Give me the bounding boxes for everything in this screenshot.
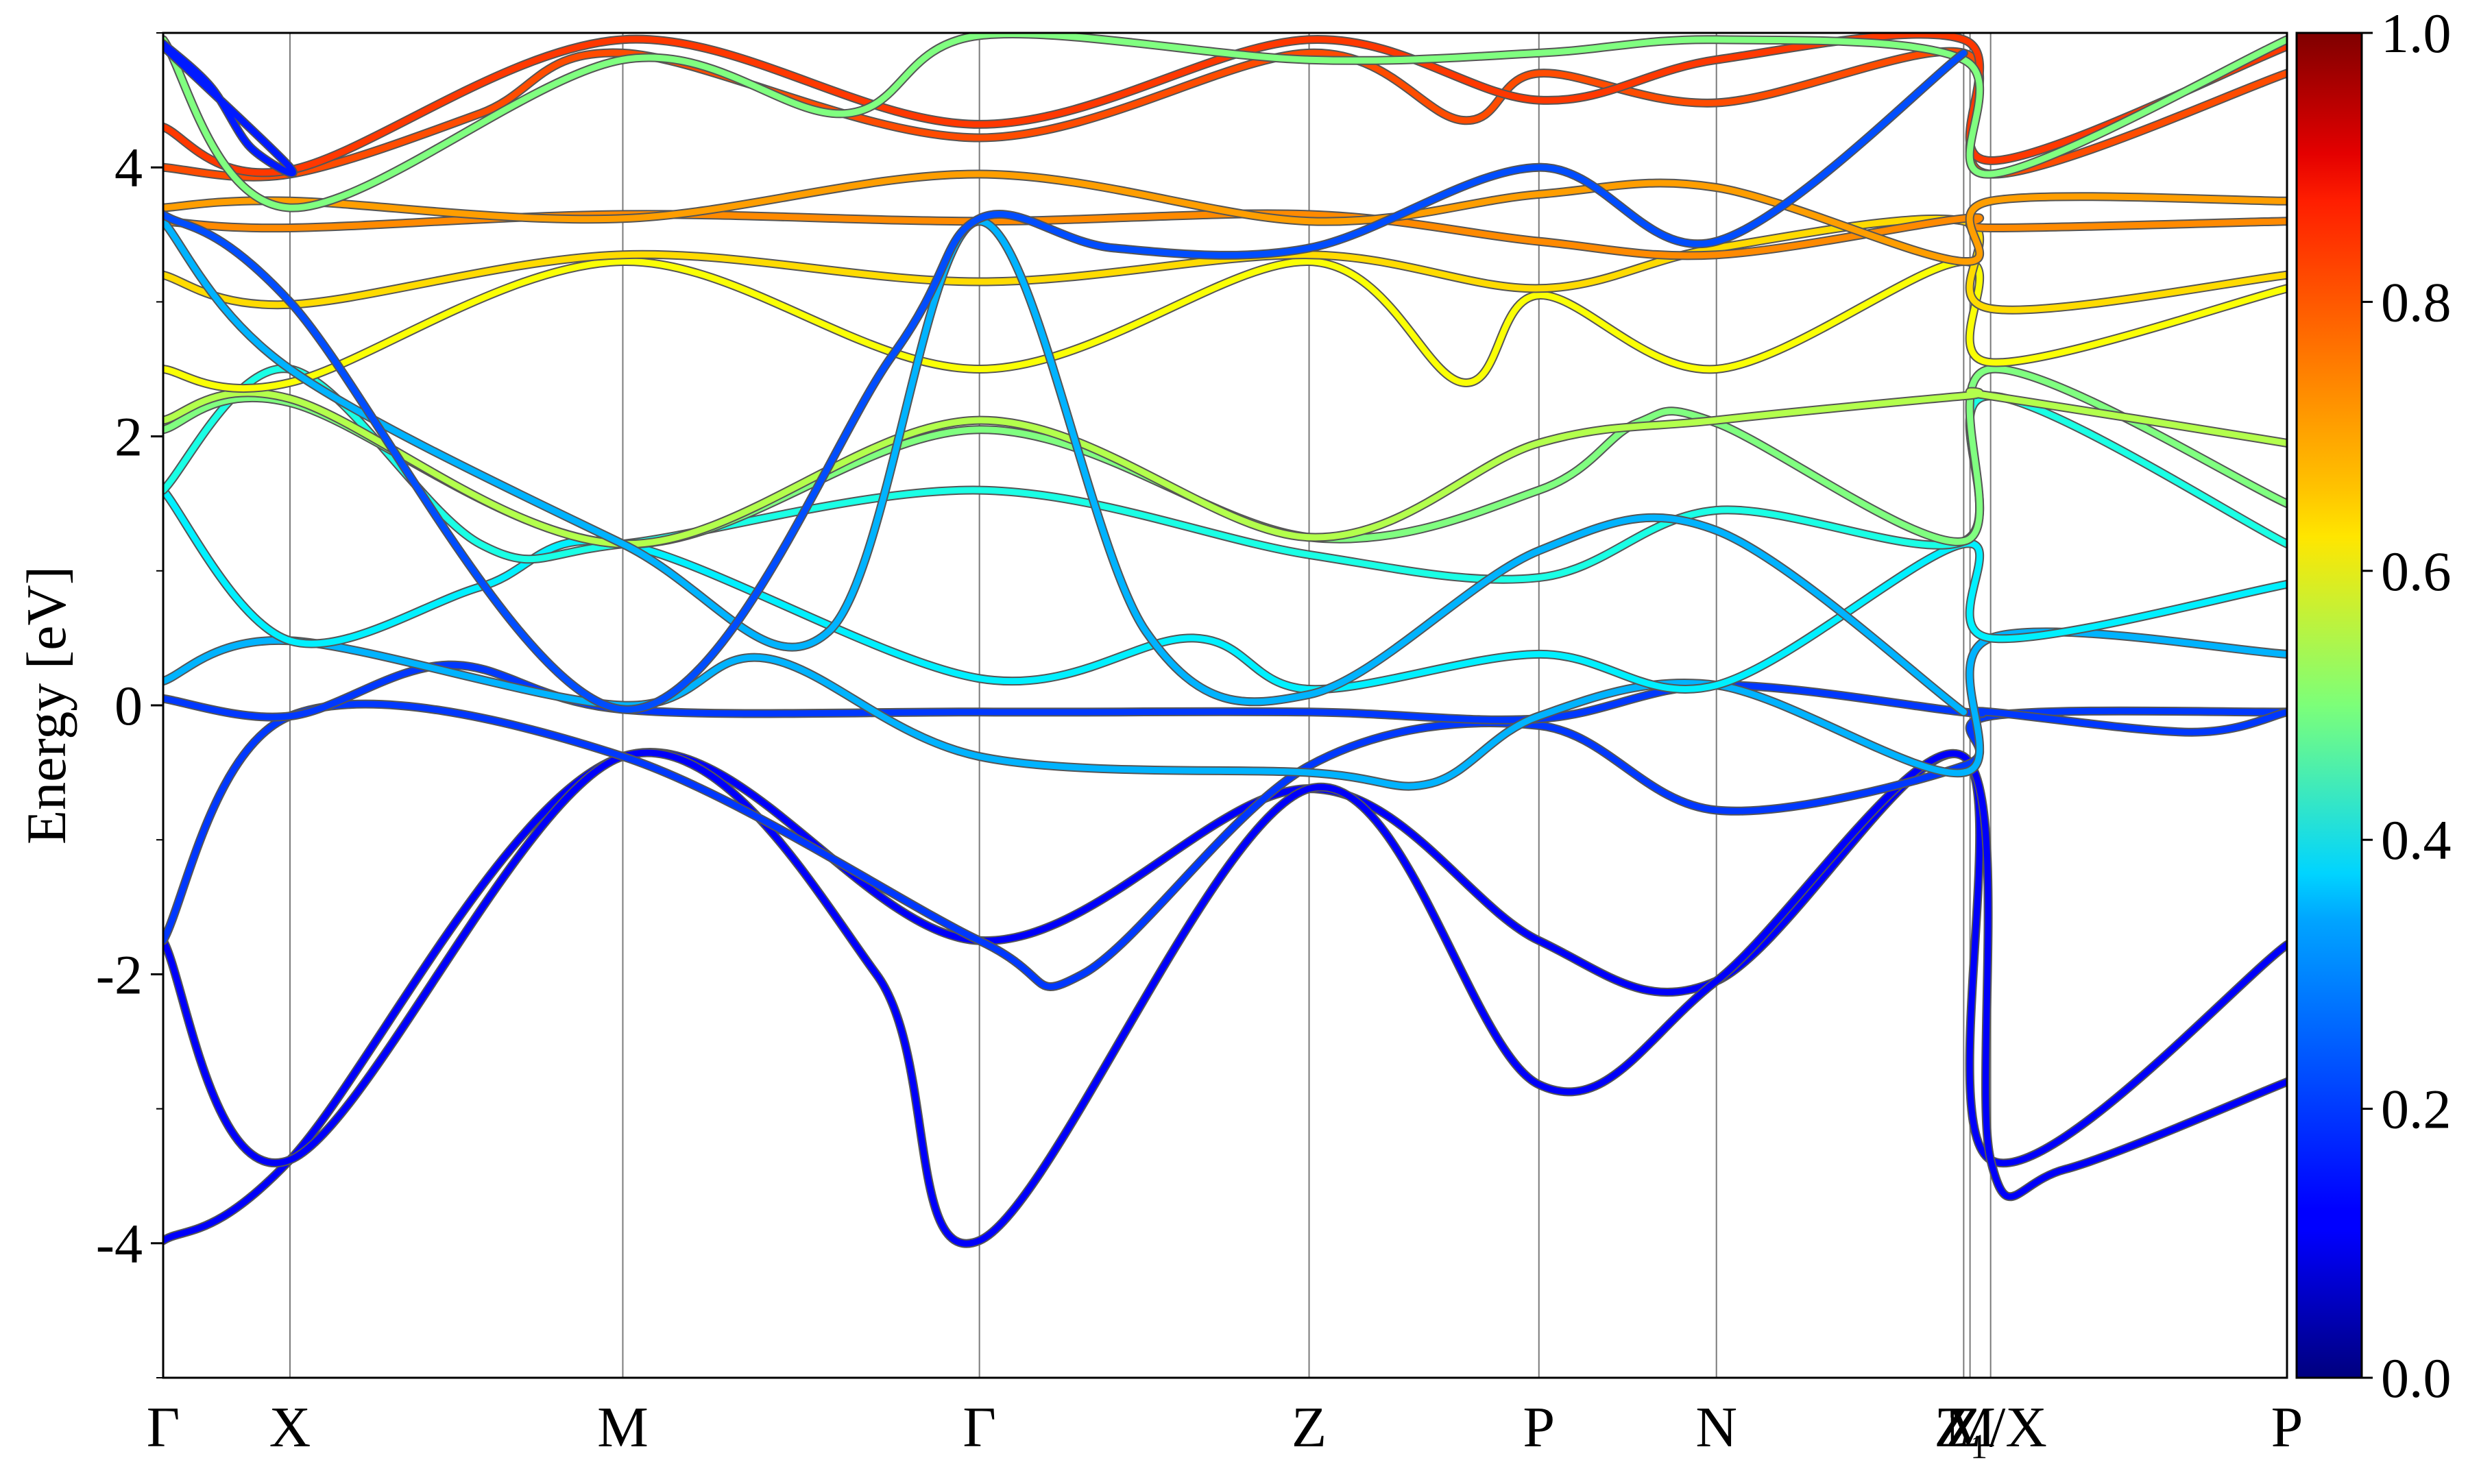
colorbar-tick-label: 0.8 <box>2381 271 2452 333</box>
y-tick-label: -2 <box>96 943 143 1006</box>
y-tick-label: 2 <box>114 406 143 468</box>
colorbar-ticks: 0.0 0.2 0.4 0.6 0.8 1.0 <box>2362 2 2452 1409</box>
colorbar-tick-label: 0.6 <box>2381 540 2452 603</box>
band-line <box>163 258 2287 391</box>
band-line <box>163 749 2287 1244</box>
y-tick-label: 4 <box>114 136 143 199</box>
band-line <box>163 701 2287 990</box>
y-tick-label: 0 <box>114 674 143 737</box>
band-line <box>163 487 2287 693</box>
band-line <box>163 171 2287 265</box>
colorbar-tick-label: 0.0 <box>2381 1347 2452 1409</box>
x-tick-label: P <box>2271 1396 2303 1459</box>
band-line <box>163 388 2287 548</box>
x-tick-label: P <box>1523 1396 1555 1459</box>
y-axis-label: Energy [eV] <box>15 566 77 844</box>
band-line <box>163 661 2287 735</box>
colorbar <box>2295 32 2363 1379</box>
x-tick-label: Z <box>1292 1396 1327 1459</box>
band-outline <box>163 217 1968 717</box>
colorbar-tick-label: 0.2 <box>2381 1078 2452 1141</box>
y-axis-ticks: -4 -2 0 2 4 <box>96 32 163 1378</box>
band-outline <box>163 748 2287 1245</box>
band-line <box>163 218 1967 716</box>
plot-frame <box>162 32 2288 1379</box>
band-line <box>163 749 2287 1247</box>
x-tick-label: Γ <box>147 1396 180 1459</box>
band-line <box>163 40 296 177</box>
y-tick-label: -4 <box>96 1213 143 1275</box>
x-tick-label: X <box>269 1396 311 1459</box>
x-tick-label: M <box>1944 1396 1996 1459</box>
x-tick-label: M <box>597 1396 649 1459</box>
x-tick-label: Γ <box>963 1396 996 1459</box>
band-line <box>163 215 2287 313</box>
band-lines <box>163 33 2287 1248</box>
colorbar-tick-label: 0.4 <box>2381 809 2452 871</box>
band-outline <box>163 699 2287 992</box>
colorbar-tick-label: 1.0 <box>2381 2 2452 64</box>
band-line <box>163 629 2287 790</box>
band-line <box>163 33 2287 211</box>
x-tick-label: Z <box>1946 1396 1981 1459</box>
band-line <box>163 49 1967 713</box>
x-tick-label: Z₁/X <box>1934 1396 2047 1459</box>
x-tick-label: N <box>1695 1396 1737 1459</box>
